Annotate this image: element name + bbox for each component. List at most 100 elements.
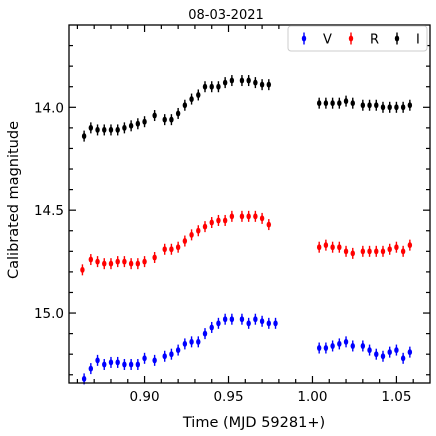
data-point [95, 258, 100, 265]
data-point [115, 258, 120, 265]
data-point [81, 375, 87, 382]
x-tick-label: 0.95 [213, 389, 243, 405]
plot-frame [68, 24, 431, 384]
data-point [202, 83, 208, 90]
data-point [350, 342, 355, 349]
series-r [80, 210, 413, 276]
data-point [343, 248, 349, 255]
data-point [239, 213, 245, 220]
data-point [374, 102, 379, 109]
data-point [189, 231, 194, 238]
data-point [400, 248, 406, 255]
data-point [115, 126, 120, 133]
data-point [152, 357, 157, 364]
data-point [350, 250, 355, 257]
data-point [95, 357, 100, 364]
legend-marker [348, 35, 354, 42]
data-point [128, 122, 134, 129]
data-point [407, 102, 413, 109]
y-tick-label: 14.5 [34, 203, 64, 219]
data-point [196, 91, 201, 98]
data-point [196, 227, 201, 234]
data-point [222, 316, 228, 323]
legend-item-v: V [301, 32, 332, 48]
legend-marker [301, 35, 307, 42]
x-tick-label: 1.00 [297, 389, 327, 405]
data-point [343, 338, 349, 345]
data-point [175, 110, 181, 117]
data-point [394, 244, 399, 251]
data-point [175, 244, 181, 251]
legend-item-r: R [348, 32, 379, 48]
data-point [81, 133, 87, 140]
data-point [102, 361, 107, 368]
data-point [135, 260, 141, 267]
data-point [216, 320, 221, 327]
data-point [387, 246, 392, 253]
data-point [350, 100, 355, 107]
data-point [316, 345, 322, 352]
data-point [162, 246, 167, 253]
data-point [222, 217, 228, 224]
data-point [169, 116, 174, 123]
data-point [88, 365, 94, 372]
data-point [142, 258, 147, 265]
data-point [374, 351, 379, 358]
data-point [182, 238, 188, 245]
data-point [380, 104, 386, 111]
data-point [367, 102, 372, 109]
data-point [209, 324, 214, 331]
data-layer [80, 75, 413, 385]
y-tick-label: 15.0 [34, 306, 64, 322]
data-point [407, 242, 413, 249]
data-point [380, 353, 386, 360]
data-point [142, 355, 147, 362]
data-point [152, 112, 157, 119]
data-point [343, 98, 349, 105]
data-point [316, 100, 322, 107]
x-tick-label: 0.90 [130, 389, 160, 405]
data-point [266, 221, 272, 228]
data-point [102, 260, 107, 267]
data-point [259, 215, 265, 222]
data-point [253, 316, 258, 323]
legend-label: V [323, 33, 332, 48]
data-point [135, 120, 141, 127]
legend-marker [394, 35, 400, 42]
data-point [115, 359, 120, 366]
legend-item-i: I [394, 32, 420, 48]
data-point [239, 316, 245, 323]
data-point [239, 77, 245, 84]
data-point [367, 248, 372, 255]
data-point [128, 260, 134, 267]
data-point [222, 79, 228, 86]
chart-title: 08-03-2021 [188, 8, 264, 23]
y-axis-title: Calibrated magnitude [6, 121, 22, 279]
data-point [80, 266, 85, 273]
data-point [216, 217, 221, 224]
data-point [337, 340, 342, 347]
data-point [387, 104, 392, 111]
data-point [189, 338, 194, 345]
data-point [394, 104, 399, 111]
data-point [246, 77, 251, 84]
data-point [387, 349, 392, 356]
data-point [162, 353, 167, 360]
data-point [135, 361, 141, 368]
data-point [316, 244, 322, 251]
data-point [330, 244, 335, 251]
legend-label: R [370, 33, 379, 48]
data-point [360, 248, 366, 255]
data-point [323, 100, 329, 107]
data-point [216, 83, 221, 90]
data-point [229, 77, 235, 84]
data-point [259, 81, 265, 88]
data-point [108, 260, 114, 267]
data-point [337, 100, 342, 107]
data-point [182, 102, 188, 109]
data-point [152, 254, 157, 261]
data-point [122, 258, 127, 265]
data-point [266, 81, 272, 88]
